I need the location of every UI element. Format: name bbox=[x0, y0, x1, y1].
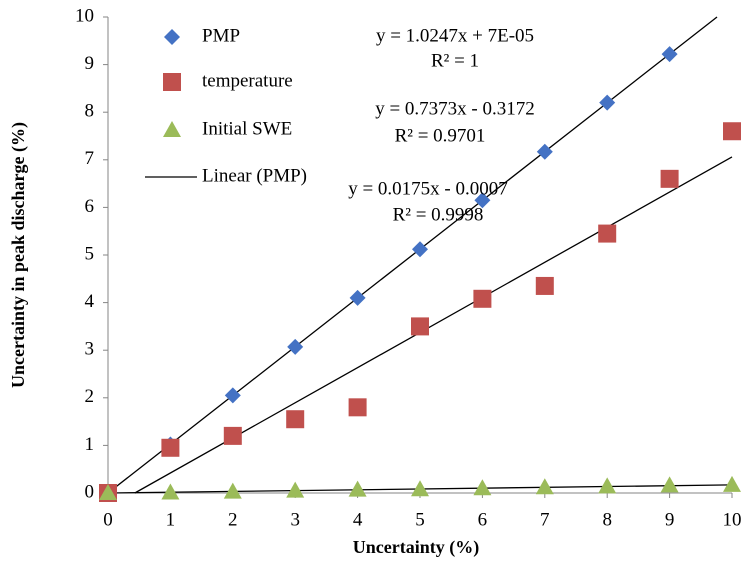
y-tick-label: 1 bbox=[85, 434, 95, 455]
trendline-equation: y = 1.0247x + 7E-05 bbox=[376, 25, 534, 46]
legend-marker bbox=[163, 73, 181, 91]
data-point bbox=[598, 224, 617, 243]
y-tick-label: 3 bbox=[85, 339, 95, 360]
trendline-equation: R² = 1 bbox=[431, 50, 479, 71]
data-point bbox=[474, 192, 491, 209]
trendline-equation: y = 0.0175x - 0.0007 bbox=[348, 178, 508, 199]
x-tick-label: 1 bbox=[166, 509, 176, 530]
x-axis-title: Uncertainty (%) bbox=[353, 537, 479, 558]
legend-label: Initial SWE bbox=[202, 118, 292, 139]
data-point bbox=[223, 426, 242, 445]
y-tick-label: 10 bbox=[75, 5, 94, 26]
trendline-equation: R² = 0.9998 bbox=[393, 204, 484, 225]
y-tick-label: 5 bbox=[85, 243, 95, 264]
x-tick-label: 8 bbox=[602, 509, 612, 530]
x-tick-label: 6 bbox=[478, 509, 488, 530]
x-tick-label: 5 bbox=[415, 509, 425, 530]
data-point bbox=[286, 410, 305, 429]
data-point bbox=[348, 398, 367, 417]
y-tick-label: 9 bbox=[85, 53, 95, 74]
data-point bbox=[286, 481, 305, 498]
x-tick-label: 10 bbox=[723, 509, 742, 530]
data-point bbox=[536, 143, 553, 160]
legend-marker bbox=[164, 29, 180, 45]
data-point bbox=[161, 438, 180, 457]
data-point bbox=[660, 169, 679, 188]
data-point bbox=[723, 475, 741, 492]
x-tick-label: 4 bbox=[353, 509, 363, 530]
data-point bbox=[473, 289, 492, 308]
trendline-equation: R² = 0.9701 bbox=[395, 125, 486, 146]
data-point bbox=[598, 477, 617, 494]
y-tick-label: 6 bbox=[85, 196, 95, 217]
y-tick-label: 4 bbox=[85, 291, 95, 312]
data-point bbox=[535, 276, 554, 295]
data-point bbox=[473, 479, 492, 496]
x-tick-label: 9 bbox=[665, 509, 675, 530]
legend-label: temperature bbox=[202, 70, 293, 91]
data-point bbox=[348, 480, 367, 497]
trendline bbox=[107, 16, 718, 494]
data-point bbox=[99, 484, 117, 500]
x-tick-label: 3 bbox=[290, 509, 300, 530]
legend-label: PMP bbox=[202, 25, 240, 46]
legend-label: Linear (PMP) bbox=[202, 165, 307, 186]
x-tick-label: 0 bbox=[103, 509, 113, 530]
trendline-equation: y = 0.7373x - 0.3172 bbox=[375, 98, 535, 119]
legend-marker bbox=[163, 121, 181, 137]
y-tick-label: 2 bbox=[85, 386, 95, 407]
data-point bbox=[661, 46, 678, 63]
data-point bbox=[411, 317, 429, 336]
data-point bbox=[723, 122, 741, 141]
data-point bbox=[535, 478, 554, 495]
data-point bbox=[161, 483, 180, 500]
data-point bbox=[224, 387, 241, 404]
y-axis-title: Uncertainty in peak discharge (%) bbox=[8, 122, 29, 388]
x-tick-label: 2 bbox=[228, 509, 238, 530]
data-point bbox=[349, 289, 366, 306]
y-tick-label: 7 bbox=[85, 148, 95, 169]
data-point bbox=[660, 476, 679, 493]
data-point bbox=[599, 94, 616, 111]
data-point bbox=[223, 482, 242, 499]
y-tick-label: 8 bbox=[85, 101, 95, 122]
data-point bbox=[411, 480, 429, 497]
data-point bbox=[412, 241, 428, 258]
y-tick-label: 0 bbox=[85, 481, 95, 502]
data-point bbox=[287, 338, 304, 355]
x-tick-label: 7 bbox=[540, 509, 550, 530]
